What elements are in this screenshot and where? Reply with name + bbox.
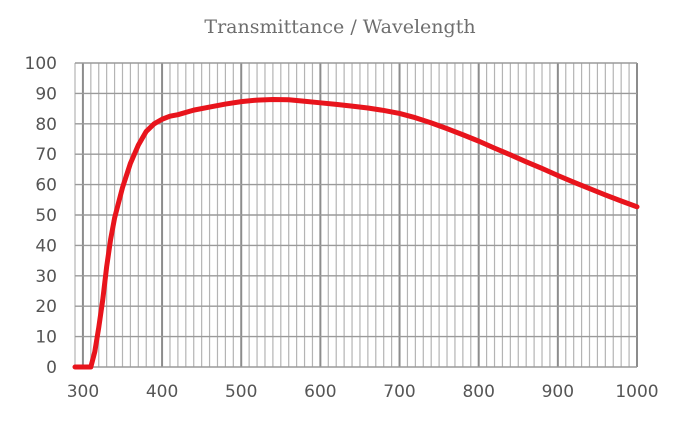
y-tick-label: 10 [35,328,57,348]
series-line-0 [72,96,640,370]
x-tick-label: 900 [542,382,574,402]
x-tick-label: 500 [225,382,257,402]
series [72,96,640,370]
axes: 0 10 20 30 40 50 60 70 80 90 100 300 400 500 600 700 800… [25,54,659,402]
y-tick-label: 0 [46,358,57,378]
x-tick-label: 300 [67,382,99,402]
x-tick-label: 400 [146,382,178,402]
y-tick-label: 80 [35,115,57,135]
chart-title: Transmittance / Wavelength [204,16,476,38]
x-tick-label: 700 [383,382,415,402]
y-tick-label: 60 [35,176,57,196]
y-tick-label: 100 [25,54,57,74]
y-tick-label: 50 [35,206,57,226]
y-tick-label: 20 [35,297,57,317]
y-tick-label: 90 [35,84,57,104]
y-tick-label: 40 [35,236,57,256]
x-tick-label: 800 [462,382,494,402]
y-tick-label: 70 [35,145,57,165]
x-tick-label: 1000 [615,382,658,402]
x-tick-label: 600 [304,382,336,402]
grid [74,62,638,368]
y-tick-label: 30 [35,267,57,287]
